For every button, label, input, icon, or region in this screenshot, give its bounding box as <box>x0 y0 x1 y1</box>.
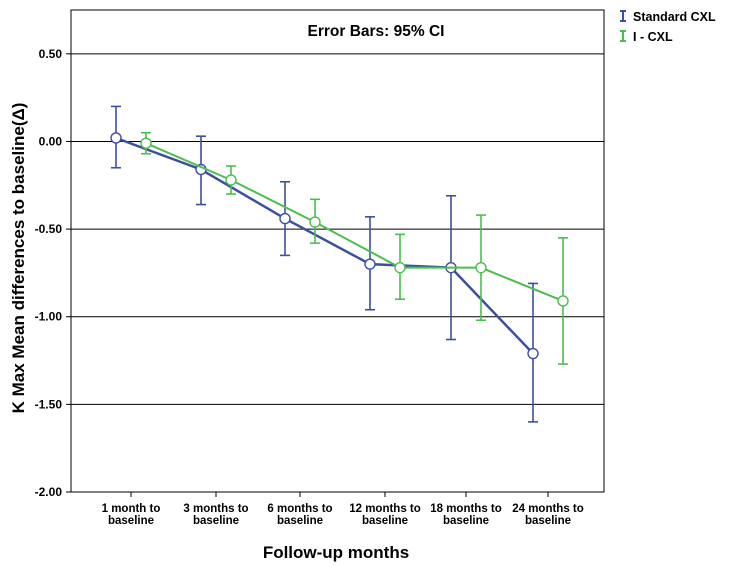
legend-item: Standard CXL <box>620 10 716 24</box>
x-tick-label-line: 6 months to <box>267 503 332 515</box>
x-tick-label: 24 months to baseline <box>512 503 584 527</box>
x-tick-label-line: 12 months to <box>349 503 421 515</box>
data-point <box>279 212 291 225</box>
x-axis-title: Follow-up months <box>263 543 409 562</box>
x-tick-label: 18 months to baseline <box>430 503 502 527</box>
y-tick-label: -1.00 <box>35 310 63 324</box>
data-point <box>110 132 122 144</box>
legend-item: I - CXL <box>620 30 673 44</box>
y-tick-label: 0.50 <box>39 47 63 61</box>
legend: Standard CXL I - CXL <box>620 10 716 44</box>
chart-title: Error Bars: 95% CI <box>308 23 445 40</box>
data-point <box>364 258 376 270</box>
y-tick-label: 0.00 <box>39 134 63 148</box>
x-tick-label: 6 months to baseline <box>267 503 332 527</box>
plot-frame <box>70 9 605 493</box>
x-tick-label-line: baseline <box>277 515 323 527</box>
data-point <box>225 174 237 186</box>
x-tick-label-line: baseline <box>108 515 154 527</box>
x-tick-label-line: 3 months to <box>183 503 248 515</box>
series-standard-cxl <box>110 105 539 423</box>
y-tick-label: -0.50 <box>35 222 63 236</box>
x-tick-label-line: baseline <box>193 515 239 527</box>
data-point <box>394 261 406 274</box>
legend-label: Standard CXL <box>633 10 716 24</box>
data-point <box>557 295 569 307</box>
x-tick-label: 3 months to baseline <box>183 503 248 527</box>
x-tick-label-line: baseline <box>525 515 571 527</box>
x-tick-label: 1 month to baseline <box>102 503 161 527</box>
y-tick-label: -1.50 <box>35 397 63 411</box>
x-tick-label-line: baseline <box>443 515 489 527</box>
x-tick-label-line: 24 months to <box>512 503 584 515</box>
x-tick-label-line: baseline <box>362 515 408 527</box>
gridlines <box>71 53 604 493</box>
legend-label: I - CXL <box>633 30 673 44</box>
y-axis-title: K Max Mean differences to baseline(Δ) <box>9 103 28 414</box>
x-tick-label: 12 months to baseline <box>349 503 421 527</box>
x-tick-label-line: 1 month to <box>102 503 161 515</box>
series-i-cxl <box>140 131 569 365</box>
series-line <box>145 142 564 302</box>
series-layer <box>110 105 569 423</box>
data-point <box>527 347 539 360</box>
data-point <box>309 216 321 228</box>
series-line <box>115 136 534 355</box>
y-tick-label: -2.00 <box>35 485 63 499</box>
tick-layer: 0.500.00-0.50-1.00-1.50-2.001 month to ba… <box>35 47 584 527</box>
x-tick-label-line: 18 months to <box>430 503 502 515</box>
data-point <box>475 261 487 274</box>
data-point <box>140 137 152 149</box>
